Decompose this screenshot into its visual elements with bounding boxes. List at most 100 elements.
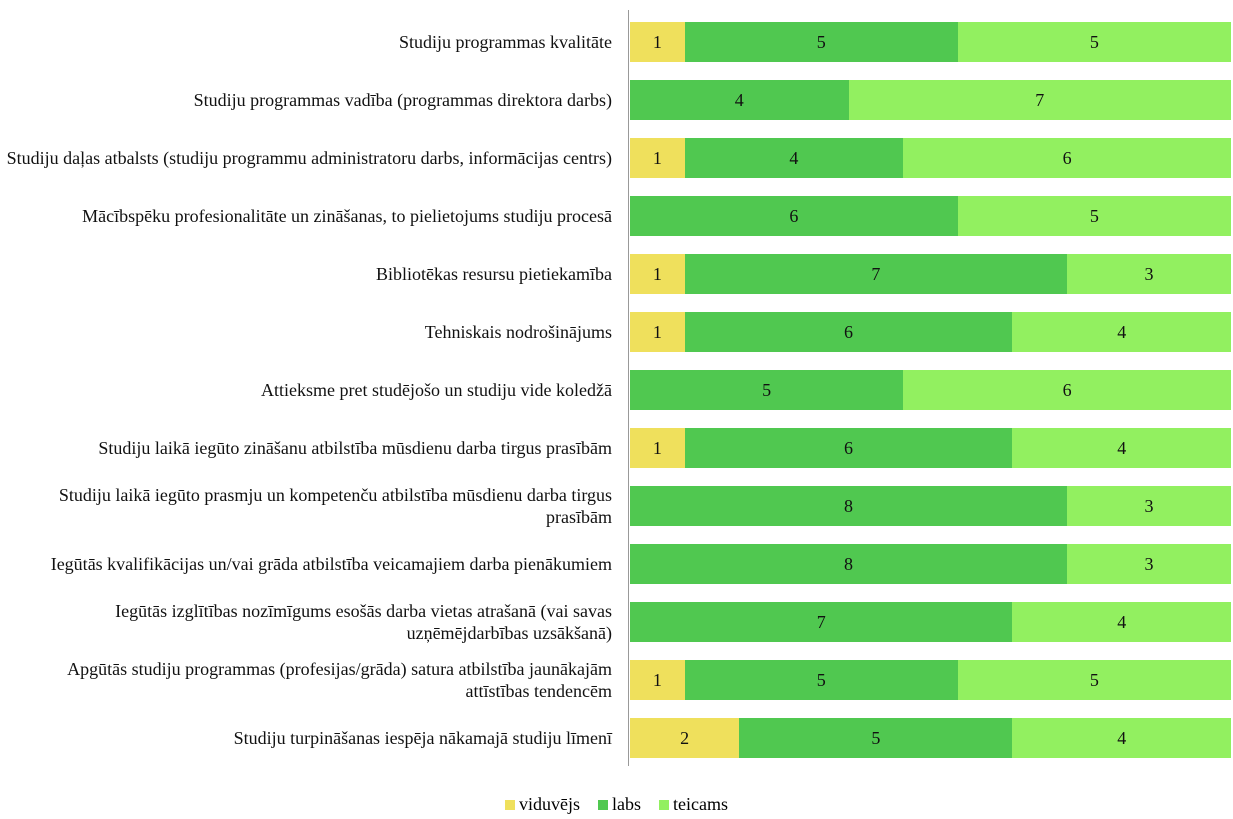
category-text: Studiju daļas atbalsts (studiju programm… bbox=[6, 148, 612, 168]
bar-segment: 4 bbox=[1012, 312, 1231, 352]
data-label: 4 bbox=[1117, 321, 1127, 342]
bar-segment: 5 bbox=[684, 660, 958, 700]
bar-segment: 4 bbox=[630, 80, 849, 120]
bar-segment: 7 bbox=[630, 602, 1013, 642]
data-label: 6 bbox=[789, 205, 799, 226]
data-label: 5 bbox=[762, 379, 772, 400]
data-label: 8 bbox=[844, 495, 854, 516]
category-text: Attieksme pret studējošo un studiju vide… bbox=[261, 380, 612, 400]
category-text: Studiju programmas vadība (programmas di… bbox=[193, 90, 612, 110]
data-label: 3 bbox=[1144, 553, 1154, 574]
data-label: 7 bbox=[816, 611, 826, 632]
data-label: 6 bbox=[844, 437, 854, 458]
category-label: Apgūtās studiju programmas (profesijas/g… bbox=[0, 655, 612, 705]
legend-item: teicams bbox=[659, 794, 728, 815]
category-label: Tehniskais nodrošinājums bbox=[0, 307, 612, 357]
category-text: Tehniskais nodrošinājums bbox=[424, 322, 612, 342]
bar-segment: 6 bbox=[684, 428, 1013, 468]
data-label: 5 bbox=[1089, 669, 1099, 690]
data-label: 6 bbox=[1062, 147, 1072, 168]
data-label: 8 bbox=[844, 553, 854, 574]
data-label: 5 bbox=[816, 31, 826, 52]
data-label: 3 bbox=[1144, 495, 1154, 516]
category-label: Studiju programmas kvalitāte bbox=[0, 17, 612, 67]
legend-item: viduvējs bbox=[505, 794, 580, 815]
legend-item: labs bbox=[598, 794, 641, 815]
bar-segment: 4 bbox=[684, 138, 904, 178]
category-label: Studiju programmas vadība (programmas di… bbox=[0, 75, 612, 125]
bar-segment: 1 bbox=[630, 254, 685, 294]
bar-segment: 6 bbox=[903, 138, 1231, 178]
category-label: Studiju laikā iegūto prasmju un kompeten… bbox=[0, 481, 612, 531]
data-label: 5 bbox=[816, 669, 826, 690]
bar-segment: 1 bbox=[630, 22, 685, 62]
bar-segment: 6 bbox=[630, 196, 958, 236]
bar-segment: 5 bbox=[957, 22, 1231, 62]
data-label: 3 bbox=[1144, 263, 1154, 284]
bar-segment: 2 bbox=[630, 718, 740, 758]
legend-swatch bbox=[659, 799, 669, 810]
bar-segment: 3 bbox=[1067, 544, 1231, 584]
category-text: Studiju programmas kvalitāte bbox=[399, 32, 612, 52]
category-label: Iegūtās kvalifikācijas un/vai grāda atbi… bbox=[0, 539, 612, 589]
data-label: 4 bbox=[789, 147, 799, 168]
data-label: 7 bbox=[871, 263, 881, 284]
bar-segment: 5 bbox=[630, 370, 904, 410]
data-label: 5 bbox=[1089, 205, 1099, 226]
category-text: Studiju laikā iegūto prasmju un kompeten… bbox=[58, 485, 612, 527]
bar-segment: 7 bbox=[848, 80, 1231, 120]
bar-segment: 3 bbox=[1067, 486, 1231, 526]
bar-segment: 4 bbox=[1012, 718, 1231, 758]
bar-segment: 7 bbox=[684, 254, 1068, 294]
axis-line bbox=[628, 10, 629, 766]
legend-swatch bbox=[598, 799, 608, 810]
bar-segment: 8 bbox=[630, 486, 1068, 526]
data-label: 5 bbox=[871, 727, 881, 748]
data-label: 6 bbox=[844, 321, 854, 342]
data-label: 4 bbox=[1117, 437, 1127, 458]
data-label: 1 bbox=[652, 147, 662, 168]
category-text: Iegūtās kvalifikācijas un/vai grāda atbi… bbox=[50, 554, 612, 574]
bar-segment: 5 bbox=[684, 22, 958, 62]
category-label: Bibliotēkas resursu pietiekamība bbox=[0, 249, 612, 299]
category-text: Iegūtās izglītības nozīmīgums esošās dar… bbox=[115, 601, 612, 643]
data-label: 7 bbox=[1035, 89, 1045, 110]
category-label: Studiju daļas atbalsts (studiju programm… bbox=[0, 133, 612, 183]
data-label: 1 bbox=[652, 263, 662, 284]
data-label: 1 bbox=[652, 31, 662, 52]
category-text: Apgūtās studiju programmas (profesijas/g… bbox=[67, 659, 612, 701]
bar-segment: 3 bbox=[1067, 254, 1231, 294]
bar-segment: 1 bbox=[630, 312, 685, 352]
bar-segment: 1 bbox=[630, 428, 685, 468]
data-label: 4 bbox=[734, 89, 744, 110]
legend: viduvējs labs teicams bbox=[0, 794, 1233, 815]
bar-segment: 6 bbox=[684, 312, 1013, 352]
bar-segment: 8 bbox=[630, 544, 1068, 584]
category-text: Studiju turpināšanas iespēja nākamajā st… bbox=[233, 728, 612, 748]
data-label: 1 bbox=[652, 321, 662, 342]
bar-segment: 1 bbox=[630, 660, 685, 700]
bar-segment: 5 bbox=[957, 196, 1231, 236]
bar-segment: 6 bbox=[903, 370, 1231, 410]
data-label: 1 bbox=[652, 437, 662, 458]
category-text: Bibliotēkas resursu pietiekamība bbox=[376, 264, 612, 284]
legend-label: viduvējs bbox=[519, 794, 580, 814]
legend-label: teicams bbox=[673, 794, 728, 814]
data-label: 5 bbox=[1089, 31, 1099, 52]
data-label: 1 bbox=[652, 669, 662, 690]
category-text: Mācībspēku profesionalitāte un zināšanas… bbox=[82, 206, 612, 226]
legend-swatch bbox=[505, 799, 515, 810]
data-label: 2 bbox=[680, 727, 690, 748]
bar-segment: 5 bbox=[739, 718, 1013, 758]
bar-segment: 5 bbox=[957, 660, 1231, 700]
category-label: Mācībspēku profesionalitāte un zināšanas… bbox=[0, 191, 612, 241]
bar-segment: 1 bbox=[630, 138, 685, 178]
category-label: Studiju laikā iegūto zināšanu atbilstība… bbox=[0, 423, 612, 473]
legend-label: labs bbox=[612, 794, 641, 814]
bar-segment: 4 bbox=[1012, 428, 1231, 468]
bar-segment: 4 bbox=[1012, 602, 1231, 642]
category-label: Iegūtās izglītības nozīmīgums esošās dar… bbox=[0, 597, 612, 647]
data-label: 4 bbox=[1117, 727, 1127, 748]
category-label: Attieksme pret studējošo un studiju vide… bbox=[0, 365, 612, 415]
category-label: Studiju turpināšanas iespēja nākamajā st… bbox=[0, 713, 612, 763]
